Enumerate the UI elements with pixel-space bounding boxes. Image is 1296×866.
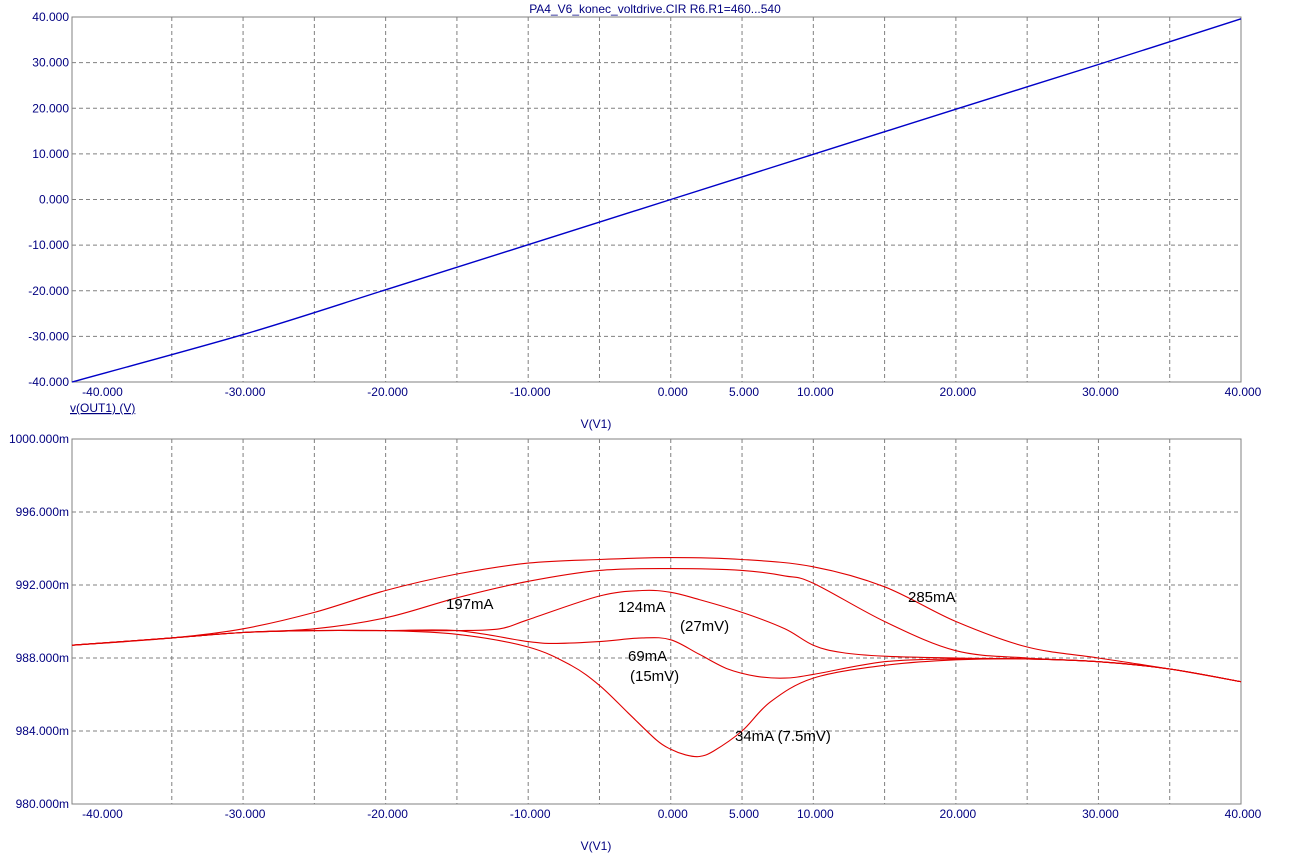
top-plot: PA4_V6_konec_voltdrive.CIR R6.R1=460...5… bbox=[28, 2, 1261, 431]
y-tick-label: -40.000 bbox=[28, 375, 69, 389]
top-plot-grid bbox=[72, 17, 1241, 382]
curve-annotation: 69mA bbox=[628, 648, 667, 665]
y-tick-label: -10.000 bbox=[28, 238, 69, 252]
x-tick-label: 40.000 bbox=[1225, 385, 1262, 399]
x-tick-label: 20.000 bbox=[940, 385, 977, 399]
curve-annotation: 124mA bbox=[618, 599, 666, 616]
x-tick-label: -10.000 bbox=[510, 385, 551, 399]
x-tick-label: 5.000 bbox=[729, 385, 759, 399]
y-tick-label: 30.000 bbox=[32, 56, 69, 70]
top-plot-x-axis-label: V(V1) bbox=[581, 417, 612, 431]
bottom-plot-annotations: 285mA 197mA 124mA (27mV) 69mA (15mV) 34mA (7.5… bbox=[446, 589, 956, 745]
y-tick-label: 10.000 bbox=[32, 147, 69, 161]
y-tick-label: 20.000 bbox=[32, 101, 69, 115]
x-tick-label: 10.000 bbox=[797, 807, 834, 821]
x-tick-label: 30.000 bbox=[1082, 807, 1119, 821]
y-tick-label: 0.000 bbox=[39, 193, 69, 207]
y-tick-label: -30.000 bbox=[28, 329, 69, 343]
y-tick-label: 1000.000m bbox=[9, 432, 69, 446]
curve-annotation: 285mA bbox=[908, 589, 956, 606]
series-line-1 bbox=[71, 18, 1242, 383]
y-tick-label: 988.000m bbox=[16, 651, 69, 665]
series-line-2 bbox=[71, 568, 1242, 683]
bottom-plot: 1000.000m 996.000m 992.000m 988.000m 984.000… bbox=[9, 432, 1262, 853]
curve-annotation: (27mV) bbox=[680, 618, 729, 635]
x-tick-label: -30.000 bbox=[225, 385, 266, 399]
x-tick-label: 0.000 bbox=[658, 807, 688, 821]
x-tick-label: -40.000 bbox=[82, 807, 123, 821]
y-tick-label: -20.000 bbox=[28, 284, 69, 298]
x-tick-label: 40.000 bbox=[1225, 807, 1262, 821]
bottom-plot-y-tick-labels: 1000.000m 996.000m 992.000m 988.000m 984.000… bbox=[9, 432, 69, 811]
x-tick-label: -20.000 bbox=[367, 385, 408, 399]
top-plot-y-tick-labels: 40.000 30.000 20.000 10.000 0.000 -10.000 -20.… bbox=[28, 10, 69, 389]
y-tick-label: 984.000m bbox=[16, 724, 69, 738]
x-tick-label: -40.000 bbox=[82, 385, 123, 399]
bottom-plot-x-tick-labels: -40.000 -30.000 -20.000 -10.000 0.000 5.000 10… bbox=[82, 807, 1262, 821]
bottom-plot-x-axis-label: V(V1) bbox=[581, 839, 612, 853]
x-tick-label: 5.000 bbox=[729, 807, 759, 821]
y-tick-label: 996.000m bbox=[16, 505, 69, 519]
x-tick-label: -30.000 bbox=[225, 807, 266, 821]
bottom-plot-series bbox=[71, 557, 1242, 758]
x-tick-label: 20.000 bbox=[940, 807, 977, 821]
top-plot-series-label: v(OUT1) (V) bbox=[70, 401, 135, 415]
y-tick-label: 992.000m bbox=[16, 578, 69, 592]
top-plot-series bbox=[71, 18, 1242, 383]
top-plot-x-tick-labels: -40.000 -30.000 -20.000 -10.000 0.000 5.000 10… bbox=[82, 385, 1262, 399]
series-line-5 bbox=[71, 629, 1242, 758]
curve-annotation: (15mV) bbox=[630, 668, 679, 685]
curve-annotation: 197mA bbox=[446, 596, 494, 613]
x-tick-label: 30.000 bbox=[1082, 385, 1119, 399]
x-tick-label: -20.000 bbox=[367, 807, 408, 821]
chart-title: PA4_V6_konec_voltdrive.CIR R6.R1=460...5… bbox=[529, 2, 781, 16]
y-tick-label: 40.000 bbox=[32, 10, 69, 24]
x-tick-label: 10.000 bbox=[797, 385, 834, 399]
x-tick-label: -10.000 bbox=[510, 807, 551, 821]
y-tick-label: 980.000m bbox=[16, 797, 69, 811]
curve-annotation: 34mA (7.5mV) bbox=[735, 728, 831, 745]
x-tick-label: 0.000 bbox=[658, 385, 688, 399]
series-line-1 bbox=[71, 557, 1242, 683]
bottom-plot-frame bbox=[71, 438, 1242, 805]
top-plot-frame bbox=[71, 16, 1242, 383]
